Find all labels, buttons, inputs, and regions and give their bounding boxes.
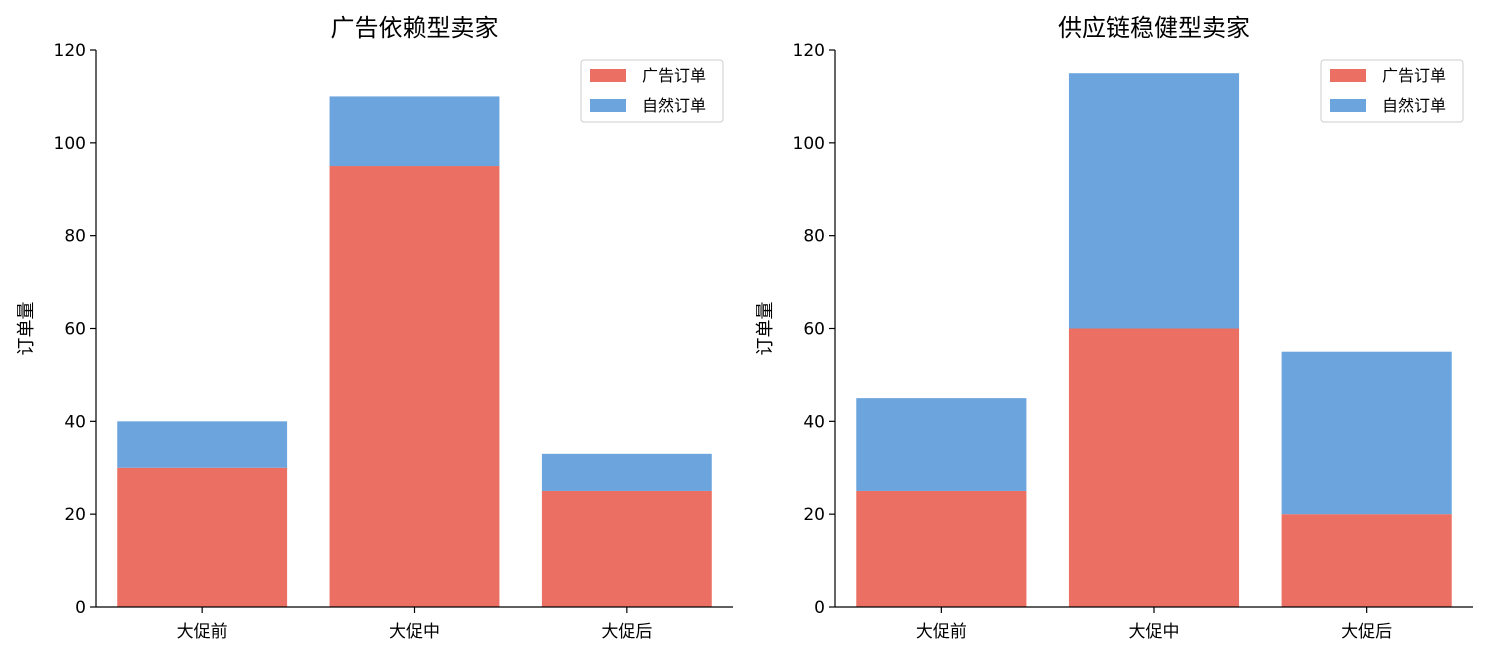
legend-label: 自然订单 <box>1382 96 1446 115</box>
y-tick-label: 120 <box>54 41 86 61</box>
x-tick-label: 大促前 <box>916 622 967 642</box>
legend-swatch <box>1330 99 1366 112</box>
bar-ad-orders-0 <box>856 490 1027 607</box>
x-tick-label: 大促中 <box>389 622 440 642</box>
y-tick-label: 80 <box>64 227 86 247</box>
bar-ad-orders-0 <box>117 467 288 607</box>
y-tick-label: 80 <box>803 227 825 247</box>
bar-ad-orders-2 <box>541 490 712 607</box>
x-tick-label: 大促后 <box>1341 622 1392 642</box>
y-axis-label: 订单量 <box>16 302 37 356</box>
y-tick-label: 120 <box>793 41 825 61</box>
chart-ad-dependent-seller: 广告依赖型卖家 0 20 40 60 80 100 120 大促前 大促中 大促后 订单量 广告订单自然… <box>16 14 733 642</box>
bar-organic-orders-0 <box>117 421 288 468</box>
legend-swatch <box>1330 69 1366 82</box>
chart-title: 供应链稳健型卖家 <box>1058 14 1250 42</box>
legend-swatch <box>590 69 626 82</box>
bar-organic-orders-1 <box>329 96 500 167</box>
legend-label: 自然订单 <box>642 96 706 115</box>
bar-ad-orders-2 <box>1281 514 1452 607</box>
x-tick-label: 大促后 <box>601 622 652 642</box>
y-tick-label: 20 <box>64 505 86 525</box>
legend-swatch <box>590 99 626 112</box>
y-tick-label: 60 <box>64 320 86 340</box>
y-axis-label: 订单量 <box>755 302 776 356</box>
y-tick-label: 60 <box>803 320 825 340</box>
bar-ad-orders-1 <box>329 166 500 607</box>
y-tick-label: 40 <box>64 412 86 432</box>
legend-label: 广告订单 <box>1382 66 1446 85</box>
legend-label: 广告订单 <box>642 66 706 85</box>
bar-ad-orders-1 <box>1068 328 1240 607</box>
x-tick-label: 大促前 <box>177 622 228 642</box>
y-tick-label: 100 <box>793 134 825 154</box>
y-tick-label: 20 <box>803 505 825 525</box>
y-tick-label: 0 <box>814 598 825 618</box>
bar-organic-orders-1 <box>1068 73 1240 329</box>
bar-organic-orders-2 <box>541 453 712 491</box>
y-tick-label: 100 <box>54 134 86 154</box>
y-tick-label: 40 <box>803 412 825 432</box>
bar-organic-orders-0 <box>856 398 1027 491</box>
x-tick-label: 大促中 <box>1129 622 1180 642</box>
chart-supply-chain-seller: 供应链稳健型卖家 0 20 40 60 80 100 120 大促前 大促中 大促后 订单量 广告订单自… <box>755 14 1473 642</box>
y-tick-label: 0 <box>75 598 86 618</box>
chart-title: 广告依赖型卖家 <box>331 14 499 42</box>
bar-organic-orders-2 <box>1281 351 1452 515</box>
